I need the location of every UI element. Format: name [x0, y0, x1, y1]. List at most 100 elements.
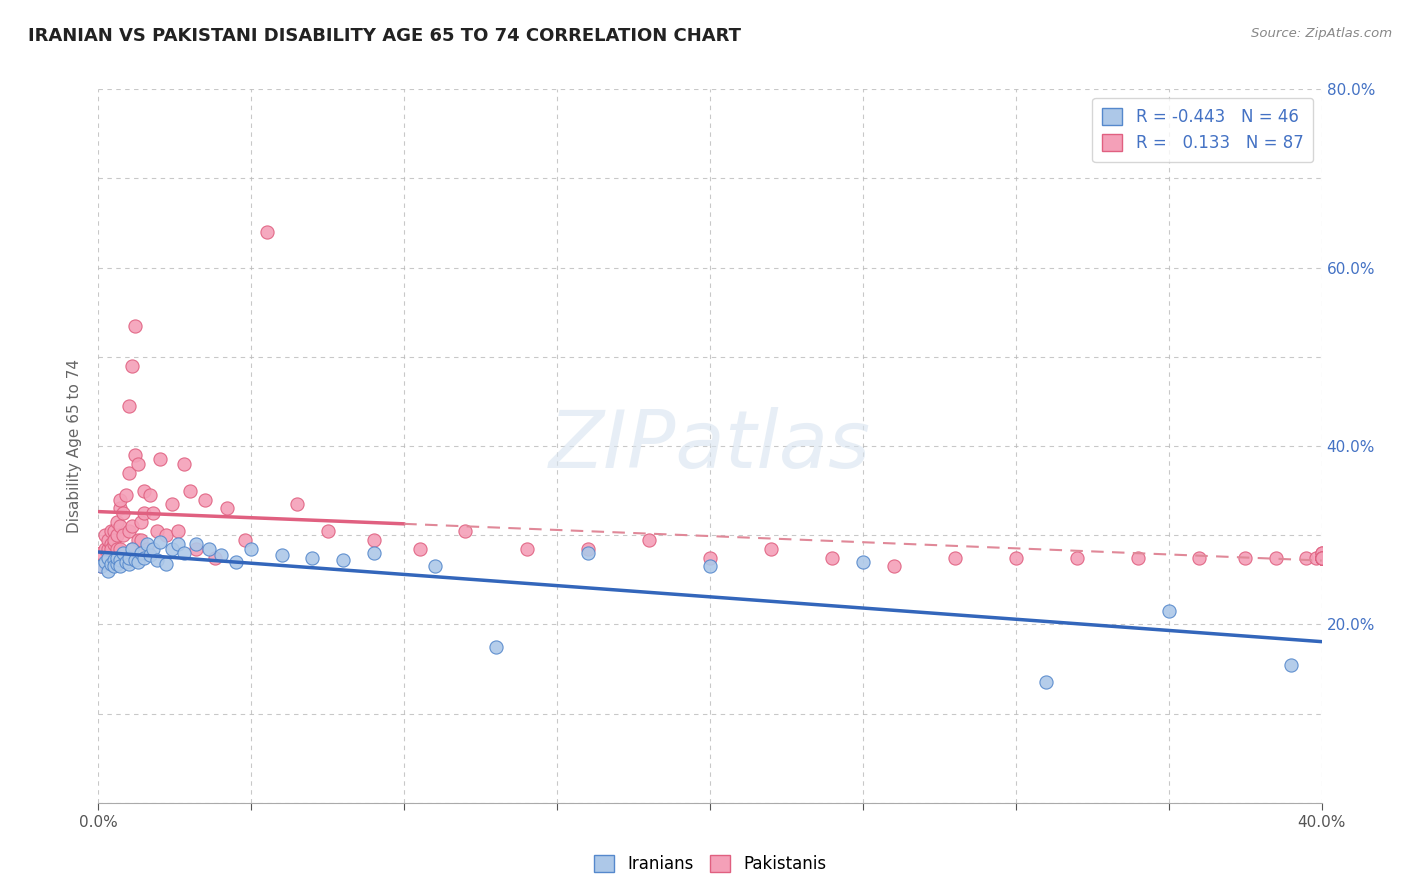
Point [111, 528, 134, 542]
Point [103, 550, 125, 565]
Point [301, 550, 323, 565]
Point [1305, 550, 1327, 565]
Point [145, 524, 167, 538]
Point [118, 557, 141, 571]
Point [194, 492, 217, 507]
Point [118, 399, 141, 413]
Point [127, 533, 149, 547]
Point [129, 533, 152, 547]
Point [105, 528, 128, 542]
Point [149, 452, 172, 467]
Point [821, 550, 844, 565]
Point [103, 533, 125, 547]
Point [1264, 550, 1286, 565]
Point [1004, 550, 1026, 565]
Point [186, 537, 208, 551]
Point [1234, 550, 1257, 565]
Point [943, 550, 966, 565]
Point [179, 483, 201, 498]
Point [124, 553, 146, 567]
Point [115, 488, 138, 502]
Point [332, 553, 354, 567]
Point [103, 559, 125, 574]
Point [516, 541, 538, 556]
Point [136, 537, 159, 551]
Point [699, 550, 721, 565]
Point [124, 448, 146, 462]
Text: ZIPatlas: ZIPatlas [548, 407, 872, 485]
Point [155, 528, 177, 542]
Point [1310, 550, 1333, 565]
Point [363, 533, 385, 547]
Point [1310, 550, 1333, 565]
Point [145, 553, 167, 567]
Point [115, 555, 138, 569]
Point [127, 555, 149, 569]
Point [256, 225, 278, 239]
Point [186, 541, 208, 556]
Point [136, 541, 159, 556]
Point [105, 550, 128, 565]
Point [699, 559, 721, 574]
Point [1035, 675, 1057, 690]
Point [1066, 550, 1088, 565]
Point [637, 533, 661, 547]
Point [108, 501, 131, 516]
Point [285, 497, 308, 511]
Point [173, 546, 195, 560]
Point [1157, 604, 1180, 618]
Y-axis label: Disability Age 65 to 74: Disability Age 65 to 74 [67, 359, 83, 533]
Point [108, 492, 131, 507]
Point [118, 550, 141, 565]
Point [111, 506, 134, 520]
Point [105, 541, 128, 556]
Point [1310, 546, 1333, 560]
Point [1310, 550, 1333, 565]
Point [97, 564, 120, 578]
Point [363, 546, 385, 560]
Point [225, 555, 247, 569]
Point [93, 541, 115, 556]
Point [108, 541, 131, 556]
Point [103, 537, 125, 551]
Point [108, 519, 131, 533]
Point [115, 550, 138, 565]
Point [100, 557, 122, 571]
Point [97, 541, 120, 556]
Point [408, 541, 430, 556]
Text: Source: ZipAtlas.com: Source: ZipAtlas.com [1251, 27, 1392, 40]
Point [155, 557, 177, 571]
Point [1295, 550, 1317, 565]
Point [1310, 550, 1333, 565]
Point [215, 501, 238, 516]
Point [108, 559, 131, 574]
Point [103, 524, 125, 538]
Point [1128, 550, 1150, 565]
Point [883, 559, 905, 574]
Point [124, 318, 146, 333]
Point [1310, 550, 1333, 565]
Point [316, 524, 339, 538]
Point [121, 541, 143, 556]
Point [240, 541, 263, 556]
Point [129, 546, 152, 560]
Point [423, 559, 446, 574]
Point [576, 546, 599, 560]
Point [100, 541, 122, 556]
Point [173, 457, 195, 471]
Point [97, 555, 120, 569]
Point [139, 488, 162, 502]
Point [1310, 550, 1333, 565]
Point [129, 515, 152, 529]
Legend: Iranians, Pakistanis: Iranians, Pakistanis [586, 848, 834, 880]
Point [209, 548, 232, 562]
Point [1310, 546, 1333, 560]
Point [97, 533, 120, 547]
Point [134, 483, 156, 498]
Point [1310, 550, 1333, 565]
Point [93, 555, 115, 569]
Point [90, 559, 112, 574]
Point [111, 546, 134, 560]
Point [160, 497, 183, 511]
Point [97, 550, 120, 565]
